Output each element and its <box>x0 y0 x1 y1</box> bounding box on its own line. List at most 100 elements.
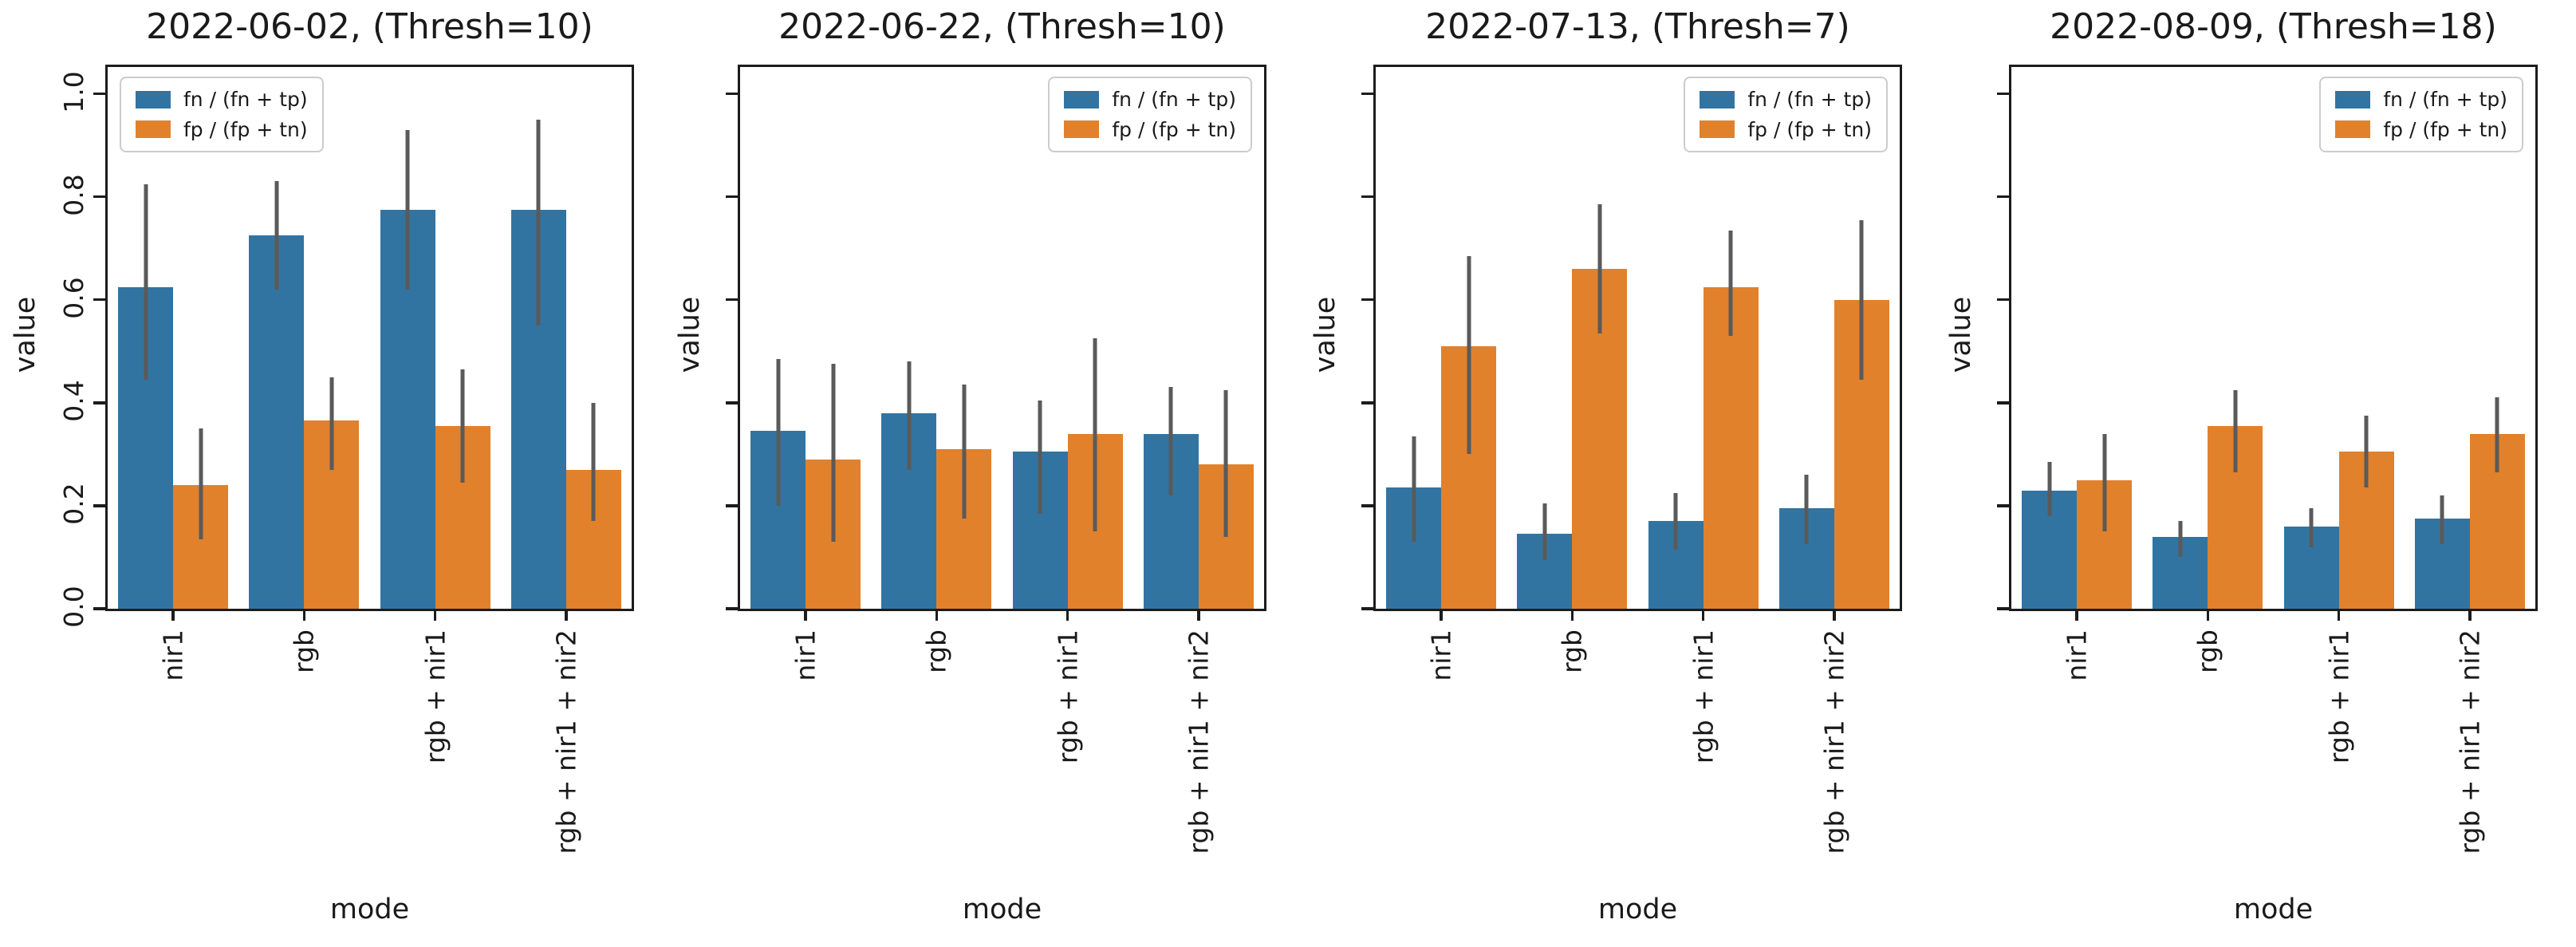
y-tick-mark <box>1361 298 1373 302</box>
x-tick-mark <box>935 609 939 621</box>
legend-entry: fp / (fp + tn) <box>2335 118 2507 141</box>
bar-fn-rate <box>750 431 806 609</box>
y-tick-mark <box>93 401 105 404</box>
x-tick-mark <box>804 609 807 621</box>
x-tick-mark <box>1701 609 1705 621</box>
error-bar <box>199 428 203 539</box>
legend-label: fp / (fp + tn) <box>1112 117 1236 141</box>
plot-area: nir1 rgb rgb + nir1 rgb + nir1 + nir2 fn / (… <box>726 65 1266 854</box>
error-bar <box>2495 397 2499 472</box>
error-bar <box>2102 433 2107 532</box>
x-tick-label: rgb + nir1 <box>419 629 451 767</box>
y-tick-mark <box>726 298 738 302</box>
error-bar <box>144 183 148 380</box>
x-tick-label-text: rgb <box>1556 629 1588 673</box>
x-tick-mark <box>2075 609 2078 621</box>
x-tick-label: rgb + nir1 + nir2 <box>2454 629 2485 858</box>
legend: fn / (fn + tp) fp / (fp + tn) <box>1048 77 1252 152</box>
x-tick-mark <box>1833 609 1836 621</box>
legend-label: fp / (fp + tn) <box>183 117 308 141</box>
bar-fn-rate <box>1517 534 1573 609</box>
y-tick-mark <box>93 92 105 96</box>
bar-fp-rate <box>936 448 992 609</box>
y-tick-mark <box>93 607 105 610</box>
x-tick-mark <box>1197 609 1200 621</box>
y-tick-mark <box>726 195 738 199</box>
x-tick-label: rgb + nir1 <box>1688 629 1719 767</box>
legend: fn / (fn + tp) fp / (fp + tn) <box>2319 77 2523 152</box>
y-tick-mark <box>726 92 738 96</box>
x-tick-label-text: nir1 <box>157 629 189 681</box>
y-tick-label-text: 0.4 <box>58 380 89 422</box>
fn-rate-swatch-icon <box>1064 90 1100 109</box>
legend: fn / (fn + tp) fp / (fp + tn) <box>1684 77 1888 152</box>
legend-entry: fp / (fp + tn) <box>136 117 308 141</box>
y-axis-label: value <box>1310 296 1341 373</box>
x-tick-label: rgb + nir1 + nir2 <box>1818 629 1850 858</box>
bar-fp-rate <box>435 425 490 609</box>
x-tick-label-text: nir1 <box>2061 629 2093 681</box>
bar-fp-rate <box>2469 433 2525 609</box>
bar-fn-rate <box>1386 487 1442 609</box>
bar-fn-rate <box>1143 433 1199 609</box>
error-bar <box>1542 503 1547 560</box>
y-tick-mark <box>726 504 738 507</box>
fp-rate-swatch-icon <box>1700 120 1735 139</box>
x-tick-label: rgb <box>2192 629 2223 677</box>
fp-rate-swatch-icon <box>2335 120 2371 139</box>
bar-fn-rate <box>510 209 566 609</box>
bar-fp-rate <box>805 459 861 609</box>
x-tick-label: rgb <box>920 629 952 677</box>
error-bar <box>831 364 836 543</box>
legend-label: fn / (fn + tp) <box>183 88 308 111</box>
error-bar <box>2440 495 2444 545</box>
x-tick-label: nir1 <box>2061 629 2093 685</box>
y-tick-label: 0.8 <box>58 174 89 219</box>
x-axis-label: mode <box>962 894 1042 925</box>
bar-fn-rate <box>2022 490 2078 609</box>
error-bar <box>1168 387 1173 495</box>
bar-fn-rate <box>1778 508 1834 609</box>
fn-rate-swatch-icon <box>1700 90 1735 109</box>
y-axis-label: value <box>10 296 41 373</box>
x-tick-mark <box>433 609 437 621</box>
error-bar <box>776 358 781 506</box>
y-tick-mark <box>1361 92 1373 96</box>
legend-entry: fp / (fp + tn) <box>1064 117 1236 141</box>
error-bar <box>1038 400 1042 514</box>
x-tick-mark <box>565 609 568 621</box>
x-tick-label-text: rgb + nir1 + nir2 <box>1818 629 1850 854</box>
y-tick-mark <box>93 298 105 302</box>
x-tick-label: rgb <box>289 629 320 677</box>
y-tick-mark <box>1997 195 2009 199</box>
error-bar <box>329 377 334 470</box>
y-tick-mark <box>1997 504 2009 507</box>
y-tick-label-text: 0.0 <box>58 586 89 628</box>
bar-fn-rate <box>2283 526 2339 609</box>
x-tick-label-text: rgb <box>2192 629 2223 673</box>
x-tick-label: rgb + nir1 + nir2 <box>550 629 582 858</box>
bar-fp-rate <box>2338 452 2394 609</box>
error-bar <box>536 119 541 326</box>
error-bar <box>1804 475 1809 545</box>
x-tick-label: nir1 <box>790 629 821 685</box>
error-bar <box>1223 389 1228 537</box>
y-tick-mark <box>1361 504 1373 507</box>
x-tick-label-text: rgb <box>920 629 952 673</box>
y-tick-label: 0.6 <box>58 277 89 322</box>
y-tick-label: 0.0 <box>58 586 89 631</box>
y-tick-mark <box>1361 195 1373 199</box>
fn-rate-swatch-icon <box>136 90 171 109</box>
x-tick-label-text: rgb + nir1 + nir2 <box>550 629 582 854</box>
y-tick-mark <box>1997 607 2009 610</box>
legend-label: fn / (fn + tp) <box>1112 88 1236 111</box>
legend-entry: fn / (fn + tp) <box>136 89 308 111</box>
error-bar <box>2178 521 2183 558</box>
plot-area: 0.0 0.2 0.4 0.6 0.8 1.0 nir1 rgb rgb + nir1 rgb +… <box>58 65 634 854</box>
plot-area: nir1 rgb rgb + nir1 rgb + nir1 + nir2 fn / (… <box>1361 65 1902 854</box>
legend-label: fn / (fn + tp) <box>1747 88 1872 111</box>
x-tick-mark <box>1065 609 1069 621</box>
